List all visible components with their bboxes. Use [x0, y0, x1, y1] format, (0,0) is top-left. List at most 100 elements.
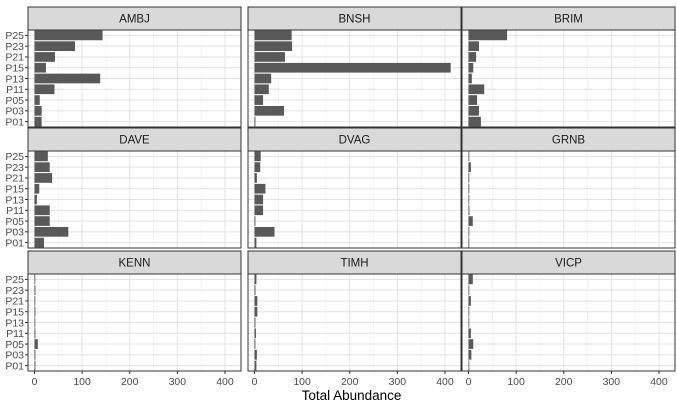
y-tick-label: P15 — [5, 63, 24, 75]
strip-label-bnsh: BNSH — [339, 14, 371, 26]
bar-dave-p23 — [34, 162, 50, 173]
x-tick-label: 300 — [389, 376, 407, 388]
y-tick-label: P11 — [6, 328, 24, 340]
bar-dvag-p25 — [254, 151, 261, 162]
y-tick-label: P23 — [5, 285, 24, 297]
x-tick-label: 300 — [603, 376, 621, 388]
bar-brim-p01 — [468, 116, 481, 127]
panel-border-vicp — [461, 273, 676, 372]
x-tick-label: 0 — [466, 376, 472, 388]
bar-ambj-p01 — [34, 116, 42, 127]
bar-grnb-p13 — [468, 194, 470, 205]
y-tick-label: P11 — [6, 84, 24, 96]
bar-brim-p03 — [468, 105, 479, 116]
bar-brim-p21 — [468, 52, 477, 62]
bar-ambj-p25 — [34, 30, 103, 41]
bar-dvag-p21 — [254, 173, 257, 183]
bar-ambj-p23 — [34, 41, 75, 52]
bar-kenn-p01 — [34, 360, 36, 371]
bar-dvag-p15 — [254, 183, 266, 194]
bar-dvag-p23 — [254, 162, 261, 173]
x-tick-label: 200 — [341, 376, 359, 388]
bar-kenn-p21 — [34, 296, 36, 306]
bar-timh-p13 — [254, 317, 256, 328]
y-tick-label: P15 — [5, 307, 24, 319]
bar-bnsh-p05 — [254, 95, 264, 105]
y-tick-label: P13 — [5, 194, 24, 206]
x-tick-label: 200 — [121, 376, 139, 388]
bar-grnb-p15 — [468, 183, 470, 194]
bar-timh-p01 — [254, 360, 257, 371]
y-tick-label: P25 — [5, 30, 24, 42]
bar-bnsh-p11 — [254, 84, 269, 95]
bar-timh-p23 — [254, 285, 256, 296]
y-tick-label: P23 — [5, 162, 24, 174]
strip-label-dvag: DVAG — [339, 135, 371, 147]
x-tick-label: 300 — [169, 376, 187, 388]
bar-bnsh-p15 — [254, 62, 451, 73]
x-tick-label: 100 — [293, 376, 311, 388]
bar-bnsh-p25 — [254, 30, 292, 41]
strip-label-timh: TIMH — [340, 258, 368, 270]
bar-timh-p25 — [254, 274, 257, 285]
bar-brim-p23 — [468, 41, 479, 52]
bar-ambj-p21 — [34, 52, 55, 62]
strip-label-brim: BRIM — [554, 14, 583, 26]
bar-timh-p05 — [254, 339, 256, 349]
bar-ambj-p03 — [34, 105, 42, 116]
x-tick-label: 400 — [436, 376, 454, 388]
y-tick-label: P11 — [6, 205, 24, 217]
bar-brim-p25 — [468, 30, 508, 41]
bar-grnb-p03 — [468, 226, 470, 237]
bar-kenn-p23 — [34, 285, 36, 296]
bar-grnb-p21 — [468, 173, 470, 183]
bar-kenn-p05 — [34, 339, 38, 349]
bar-grnb-p23 — [468, 162, 471, 173]
y-tick-label: P01 — [5, 116, 24, 128]
y-tick-label: P13 — [5, 317, 24, 329]
bar-vicp-p03 — [468, 349, 472, 360]
bar-vicp-p21 — [468, 296, 471, 306]
bar-dave-p11 — [34, 205, 50, 216]
y-tick-label: P13 — [5, 73, 24, 85]
bar-bnsh-p01 — [254, 116, 256, 127]
bar-vicp-p01 — [468, 360, 470, 371]
y-tick-label: P25 — [5, 151, 24, 163]
x-tick-label: 100 — [507, 376, 525, 388]
strip-label-grnb: GRNB — [552, 135, 586, 147]
x-tick-label: 0 — [252, 376, 258, 388]
bar-dvag-p13 — [254, 194, 264, 205]
bar-bnsh-p21 — [254, 52, 285, 62]
bar-brim-p13 — [468, 73, 472, 84]
bar-bnsh-p23 — [254, 41, 293, 52]
bar-brim-p05 — [468, 95, 478, 105]
strip-label-kenn: KENN — [119, 258, 151, 270]
y-tick-label: P21 — [5, 52, 24, 64]
panel-border-dvag — [247, 150, 462, 249]
bar-dave-p01 — [34, 237, 45, 248]
bar-ambj-p13 — [34, 73, 101, 84]
y-tick-label: P03 — [5, 350, 24, 362]
x-tick-label: 0 — [32, 376, 38, 388]
bar-bnsh-p03 — [254, 105, 285, 116]
strip-label-ambj: AMBJ — [119, 14, 150, 26]
x-tick-label: 400 — [650, 376, 668, 388]
y-tick-label: P21 — [5, 296, 24, 308]
bar-bnsh-p13 — [254, 73, 272, 84]
bar-dvag-p11 — [254, 205, 264, 216]
bar-brim-p15 — [468, 62, 474, 73]
bar-vicp-p13 — [468, 317, 470, 328]
bar-grnb-p11 — [468, 205, 470, 216]
bar-timh-p11 — [254, 328, 256, 339]
bar-dave-p13 — [34, 194, 37, 205]
bar-grnb-p05 — [468, 216, 473, 226]
x-tick-label: 100 — [73, 376, 91, 388]
x-tick-label: 400 — [216, 376, 234, 388]
bar-vicp-p05 — [468, 339, 474, 349]
bar-dave-p05 — [34, 216, 50, 226]
bar-ambj-p05 — [34, 95, 40, 105]
bar-kenn-p11 — [34, 328, 36, 339]
panel-border-bnsh — [247, 29, 462, 128]
bar-kenn-p13 — [34, 317, 36, 328]
